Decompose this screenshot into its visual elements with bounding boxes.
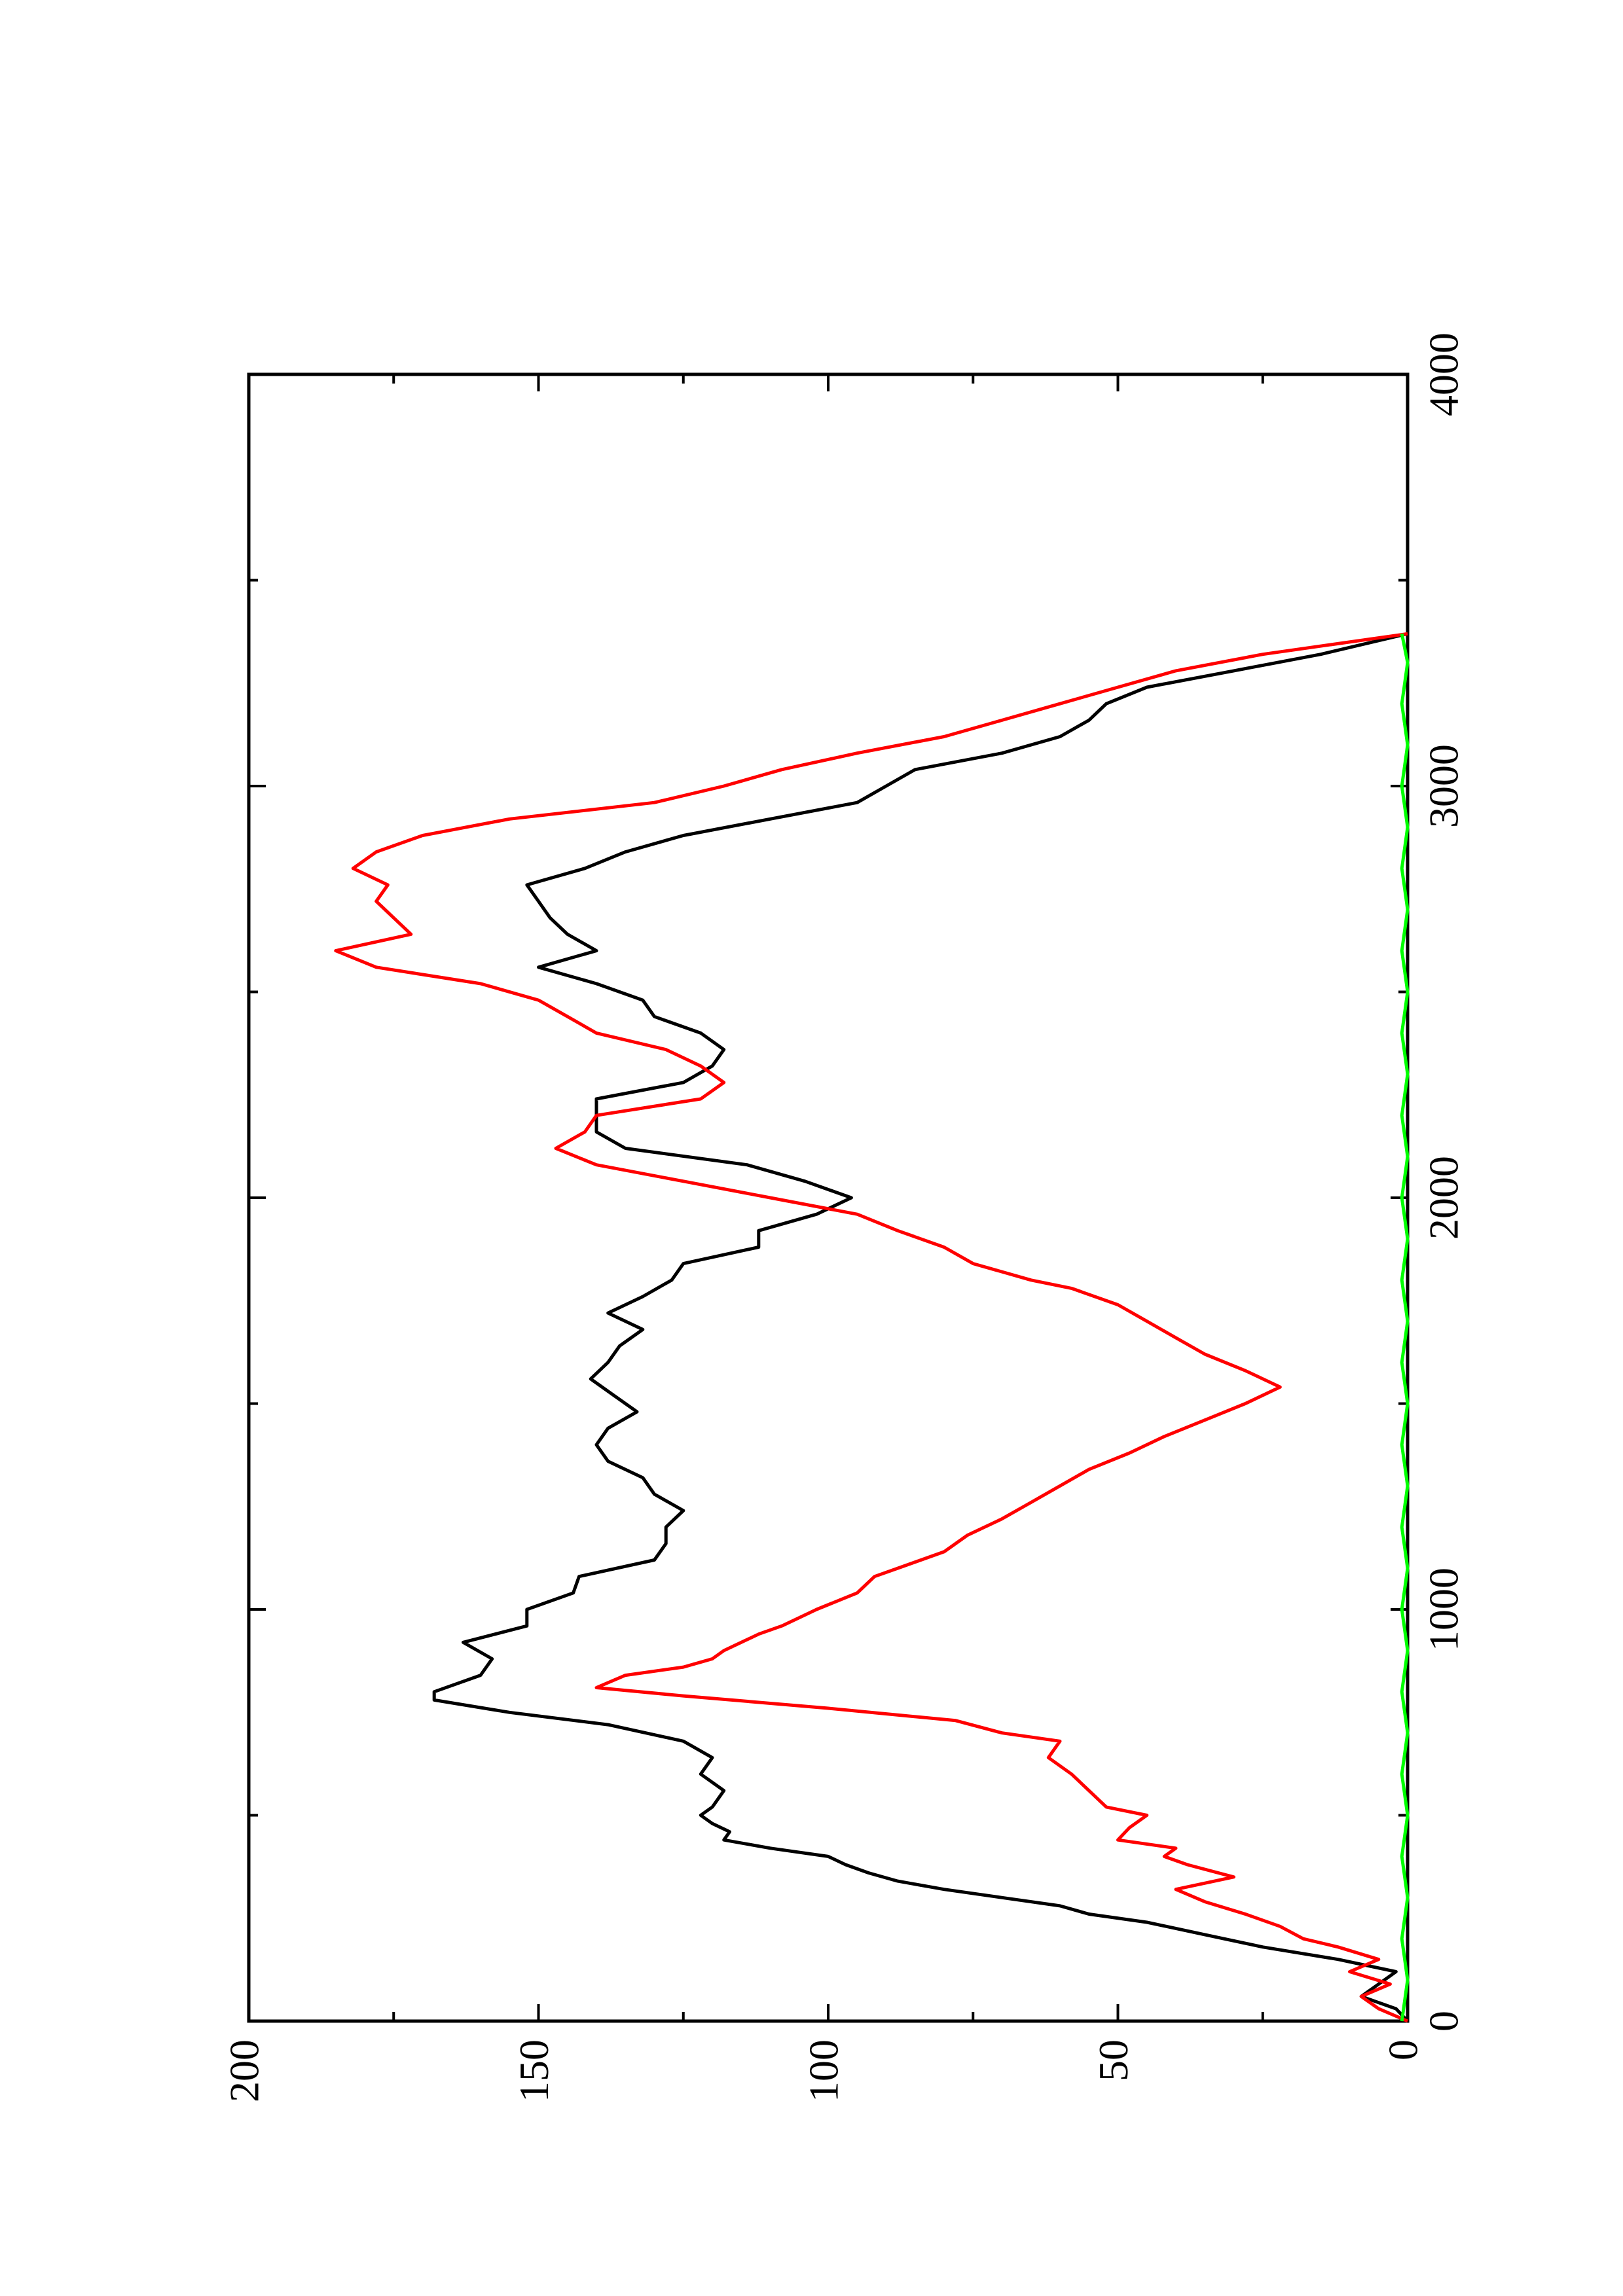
series-line-2 [334,632,1408,2023]
series-line-1 [432,632,1409,2022]
x-tick-label: 3000 [1421,744,1467,828]
y-tick-label: 50 [1090,2039,1137,2081]
y-tick-label: 0 [1380,2039,1427,2060]
y-tick-label: 150 [511,2039,557,2102]
y-tick-label: 200 [221,2039,268,2102]
y-tick-label: 100 [801,2039,847,2102]
x-tick-label: 1000 [1421,1568,1467,1651]
plot-root: 0 1000 2000 3000 4000 0 50 100 150 200 [221,332,1467,2102]
x-tick-label: 2000 [1421,1156,1467,1240]
series-line-3 [1400,633,1410,2022]
x-tick-label: 0 [1421,2011,1467,2032]
plot-frame [247,372,1410,2023]
x-tick-label: 4000 [1421,332,1467,416]
